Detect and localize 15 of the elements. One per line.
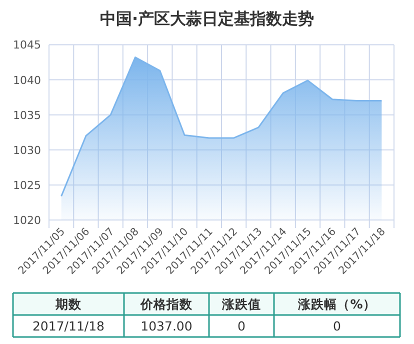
text: 1037.00 [140,318,192,334]
chart-title: 中国·产区大蒜日定基指数走势 [100,9,314,28]
y-tick-label: 1045 [13,38,41,52]
text: 涨跌值 [221,296,261,312]
y-tick-label: 1035 [13,108,41,122]
text: 0 [238,318,246,334]
text: 涨跌幅（%） [297,296,376,312]
y-tick-label: 1030 [13,144,41,157]
y-tick-label: 1020 [13,214,41,227]
text: 0 [333,318,342,334]
text: 2017/11/18 [32,318,105,334]
text: 期数 [54,296,82,312]
y-tick-label: 1025 [13,178,41,192]
text: 价格指数 [140,296,194,312]
y-tick-label: 1040 [13,74,41,87]
